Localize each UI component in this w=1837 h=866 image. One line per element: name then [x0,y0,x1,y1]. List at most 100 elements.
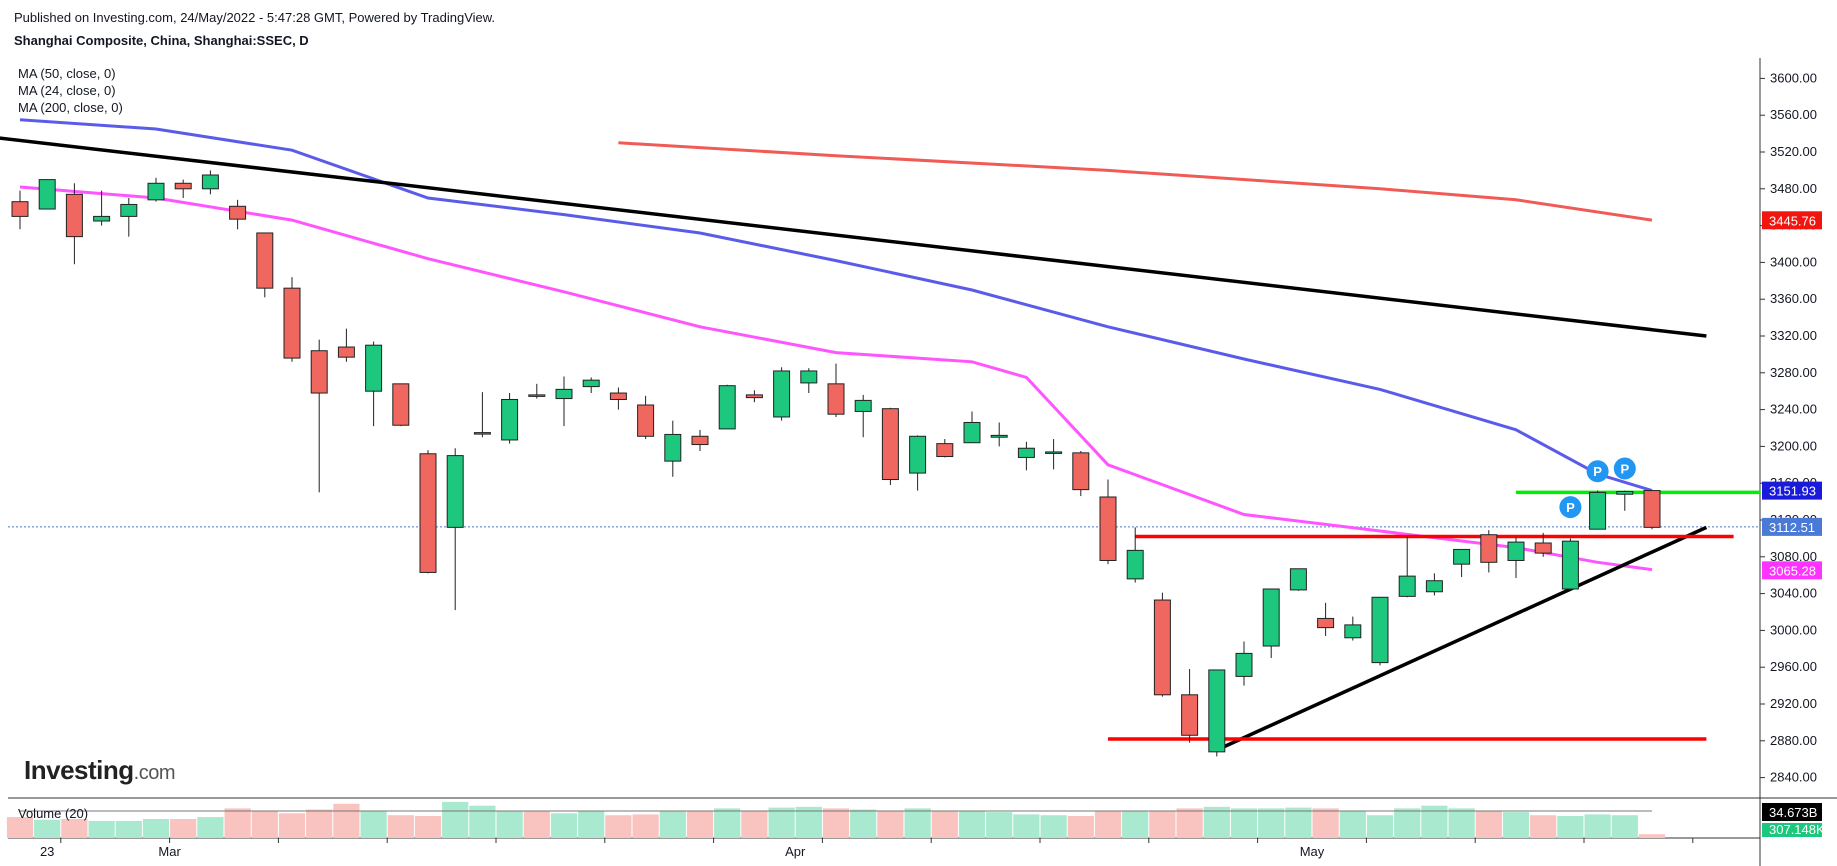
volume-bar [224,808,251,838]
volume-bar [578,811,605,838]
investing-logo: Investing.com [24,755,175,785]
volume-bar [387,815,414,838]
p-marker-label: P [1566,500,1575,515]
y-tick-label: 3000.00 [1770,622,1817,637]
y-tick-label: 3200.00 [1770,438,1817,453]
price-tag [1762,211,1822,230]
volume-bar [904,808,931,838]
candle-up [800,370,818,384]
volume-bar [632,814,659,838]
price-tag-label: 3065.28 [1769,563,1816,578]
volume-bar [1448,808,1475,838]
trend-line [1216,525,1708,752]
volume-bar [251,811,278,838]
volume-bar [61,819,88,838]
volume-bar [1638,834,1666,838]
trend-line [0,136,1707,338]
y-tick-label: 3320.00 [1770,328,1817,343]
candle-up [773,370,791,418]
candle-up [1289,568,1307,591]
volume-bar [1502,812,1530,838]
candle-down [1072,452,1090,491]
candle-up [1453,548,1471,565]
candle-up [990,434,1008,438]
candle-up [1045,451,1063,454]
volume-bar [1040,815,1067,838]
volume-bar [197,817,224,838]
candle-up [1589,491,1607,530]
volume-bar [1611,815,1638,838]
candle-up [201,174,219,190]
candle-down [637,404,655,437]
volume-bar [1285,807,1312,838]
candle-down [691,435,709,446]
candle-up [501,398,519,441]
candle-down [609,392,627,400]
candle-down [283,287,301,359]
volume-legend: Volume (20) [18,806,89,821]
volume-bar [6,817,34,838]
candle-up [365,344,383,392]
published-note: Published on Investing.com, 24/May/2022 … [14,10,496,25]
y-tick-label: 3240.00 [1770,402,1817,417]
volume-tag-label: 34.673B [1769,805,1817,820]
candle-up [582,379,600,388]
candle-down [827,383,845,415]
ma24-legend: MA (24, close, 0) [18,83,116,98]
ma24-line [19,185,1653,572]
volume-bar [496,811,523,838]
volume-bar [741,810,768,838]
ma200-legend: MA (200, close, 0) [18,100,123,115]
y-tick-label: 3600.00 [1770,70,1817,85]
candle-up [1425,580,1443,593]
volume-bar [659,811,686,838]
volume-bar [333,803,360,838]
candle-up [120,203,138,217]
price-tag [1762,561,1822,580]
x-tick-label: Mar [158,844,181,859]
candle-down [419,453,437,573]
candle-down [936,443,954,458]
candle-down [337,346,355,358]
volume-bar [877,811,904,838]
volume-bar [88,820,115,838]
candle-up [718,385,736,430]
p-marker [1559,496,1582,519]
volume-bar [1584,814,1611,838]
candle-up [446,455,464,528]
candle-up [1017,447,1035,458]
price-tag [1762,517,1822,536]
candle-down [256,232,274,289]
volume-bar [115,820,142,838]
volume-bar [306,809,333,838]
candle-down [1534,542,1552,554]
y-tick-label: 3040.00 [1770,586,1817,601]
y-tick-label: 3360.00 [1770,291,1817,306]
volume-bar [1230,808,1258,838]
y-tick-label: 3560.00 [1770,107,1817,122]
candle-up [1262,588,1280,647]
candle-up [1344,624,1362,639]
candle-up [1208,669,1226,753]
candle-up [909,435,927,474]
candle-up [1616,490,1634,495]
ma50-line [19,118,1653,493]
price-tag-label: 3112.51 [1769,520,1815,535]
volume-bar [1366,815,1394,838]
p-marker [1613,457,1636,480]
candle-down [1317,617,1335,629]
candle-down [392,383,410,426]
volume-bar [768,807,795,838]
y-tick-label: 3280.00 [1770,365,1817,380]
volume-bar [986,812,1013,838]
candle-down [1153,599,1171,696]
volume-ma-tag-label: 307.148K [1769,822,1825,837]
candle-down [310,350,328,394]
candle-down [1643,490,1661,528]
candle-down [229,205,247,220]
volume-bar [1067,815,1094,838]
volume-ma-tag [1762,823,1822,837]
candle-up [664,433,682,462]
volume-bar [1176,808,1203,838]
